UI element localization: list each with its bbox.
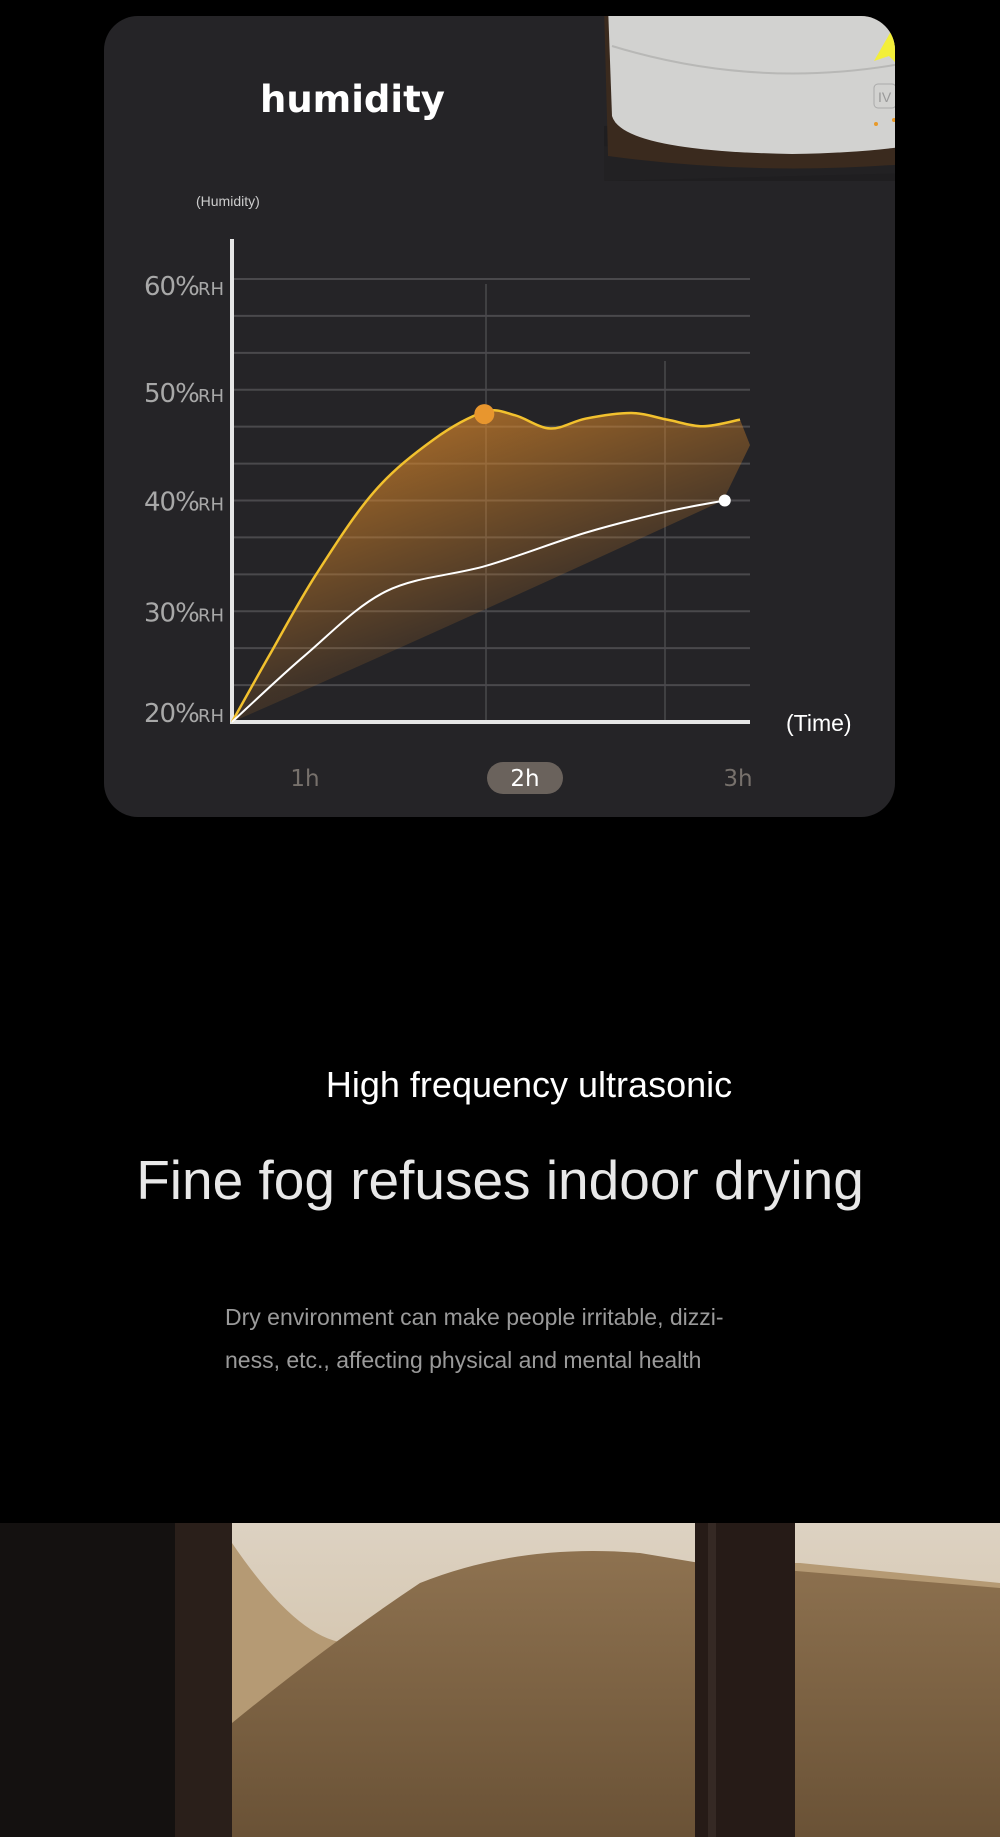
y-tick-unit: RH [198,605,224,626]
humidity-chart-card: humidity IV (Humidity) (Time) 60% RH 50% RH 40… [104,16,895,817]
y-axis-title: (Humidity) [196,193,260,209]
area-fill [232,410,750,722]
y-tick-label: 20% [144,699,199,729]
window-landscape-photo [0,1523,1000,1837]
series-line-white [231,499,725,723]
y-tick-unit: RH [198,279,224,300]
data-marker [718,494,731,507]
section-paragraph: Dry environment can make people irritabl… [225,1296,785,1382]
card-title: humidity [260,78,445,121]
y-tick-label: 60% [144,272,199,302]
y-tick-label: 50% [144,379,199,409]
series-line-yellow [230,409,741,723]
x-tick-selected-pill [487,762,563,794]
y-tick-unit: RH [198,706,224,727]
data-marker [474,404,495,425]
x-tick-label: 2h [510,766,539,792]
x-tick-label: 3h [723,766,752,792]
paragraph-line: ness, etc., affecting physical and menta… [225,1347,702,1373]
paragraph-line: Dry environment can make people irritabl… [225,1304,724,1330]
y-tick-unit: RH [198,386,224,407]
svg-text:IV: IV [878,89,892,105]
y-tick-unit: RH [198,495,224,516]
humidifier-product-image: IV [604,16,895,181]
x-axis-title: (Time) [786,710,852,736]
y-tick-label: 40% [144,488,199,518]
section-headline: Fine fog refuses indoor drying [136,1149,864,1211]
y-tick-label: 30% [144,598,199,628]
x-tick-label: 1h [290,766,319,792]
section-subtitle: High frequency ultrasonic [325,1064,733,1105]
